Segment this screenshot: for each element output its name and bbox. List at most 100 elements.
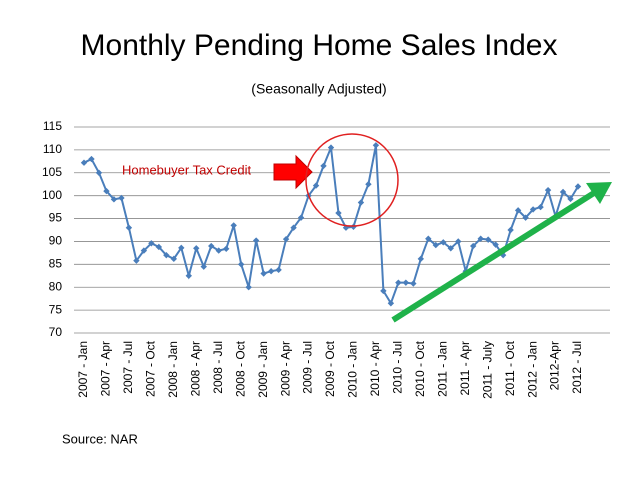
y-tick-label: 75 [49, 302, 63, 316]
point-marker [252, 237, 260, 244]
point-marker [395, 279, 402, 286]
chart-subtitle: (Seasonally Adjusted) [251, 81, 386, 97]
x-tick-label: 2008 - Jan [166, 341, 180, 398]
point-marker [484, 236, 492, 243]
x-tick-label: 2008 - Apr [188, 341, 202, 396]
point-marker [492, 241, 499, 248]
point-marker [155, 243, 163, 251]
point-marker [537, 203, 544, 211]
point-marker [417, 255, 425, 263]
highlight-circle [305, 133, 399, 227]
point-marker [163, 251, 170, 259]
point-marker [514, 207, 522, 214]
point-marker [95, 169, 103, 176]
point-marker [507, 226, 514, 234]
point-marker [522, 214, 529, 221]
point-marker [544, 186, 552, 194]
point-marker [230, 222, 237, 229]
x-tick-label: 2009 - Jul [301, 341, 315, 394]
x-tick-label: 2010 - Apr [368, 341, 382, 396]
trend-arrow [391, 190, 596, 323]
point-marker [140, 247, 148, 254]
point-marker [320, 162, 327, 170]
point-marker [455, 238, 462, 245]
x-tick-label: 2008 - Jul [211, 341, 225, 394]
point-marker [425, 235, 432, 242]
point-marker [282, 235, 290, 243]
point-marker [432, 241, 439, 249]
point-marker [357, 199, 365, 206]
point-marker [110, 196, 118, 203]
x-tick-label: 2012-Apr [548, 341, 562, 390]
point-marker [267, 268, 275, 275]
point-marker [88, 155, 95, 163]
point-marker [350, 223, 357, 230]
point-marker [215, 247, 222, 254]
point-marker [275, 266, 282, 274]
chart-title: Monthly Pending Home Sales Index [81, 29, 558, 62]
point-marker [170, 255, 178, 263]
y-tick-label: 80 [49, 279, 63, 293]
y-tick-label: 100 [42, 188, 62, 202]
point-marker [223, 245, 230, 252]
x-tick-label: 2009 - Jan [256, 341, 270, 398]
y-tick-label: 90 [49, 234, 63, 248]
point-marker [185, 272, 192, 279]
y-tick-label: 105 [42, 165, 62, 179]
point-marker [380, 287, 387, 295]
x-tick-label: 2012 - Jan [525, 341, 539, 398]
x-tick-label: 2010 - Jul [391, 341, 405, 394]
y-tick-label: 110 [43, 142, 62, 156]
trend-arrow-head [586, 182, 612, 204]
x-tick-label: 2011 - Jan [435, 341, 449, 397]
point-marker [387, 300, 395, 307]
point-marker [290, 224, 297, 231]
x-tick-label: 2010 - Jan [346, 341, 360, 398]
y-tick-label: 115 [43, 119, 62, 133]
point-marker [125, 224, 133, 231]
x-tick-label: 2007 - Jan [76, 341, 90, 398]
point-marker [470, 242, 477, 250]
point-marker [372, 142, 380, 149]
point-marker [297, 214, 305, 221]
x-tick-label: 2008 - Oct [233, 340, 247, 397]
x-tick-label: 2009 - Apr [278, 341, 292, 396]
point-marker [327, 144, 335, 151]
point-marker [312, 182, 320, 189]
y-tick-label: 85 [49, 257, 63, 271]
point-marker [440, 239, 447, 246]
point-marker [574, 183, 582, 190]
x-tick-label: 2009 - Oct [323, 340, 337, 397]
point-marker [193, 245, 200, 252]
point-marker [477, 235, 484, 242]
x-tick-label: 2012 - Jul [570, 341, 584, 394]
point-marker [410, 280, 417, 287]
point-marker [133, 257, 140, 264]
annotation-arrow [273, 154, 313, 190]
plot-area: 70 75 80 85 90 95 100 105 110 115 2007 - Jan 2007 -… [42, 119, 610, 399]
point-marker [80, 159, 88, 166]
point-marker [402, 279, 410, 286]
point-marker [148, 240, 155, 247]
point-marker [559, 188, 567, 196]
y-tick-label: 95 [49, 211, 63, 225]
x-tick-label: 2010 - Oct [413, 340, 427, 397]
source-note: Source: NAR [62, 431, 138, 446]
point-marker [260, 270, 267, 277]
point-marker [447, 245, 454, 252]
point-marker [567, 195, 574, 203]
point-marker [245, 284, 252, 291]
point-marker [178, 244, 185, 252]
point-marker [118, 194, 125, 202]
y-tick-label: 70 [49, 325, 63, 339]
point-marker [208, 242, 215, 250]
x-tick-label: 2007 - Apr [99, 341, 113, 396]
annotation: Homebuyer Tax Credit [122, 162, 251, 177]
x-tick-label: 2007 - Jul [121, 341, 135, 394]
point-marker [365, 181, 372, 188]
x-tick-label: 2011 - July [480, 341, 494, 399]
point-marker [103, 187, 110, 195]
point-marker [200, 263, 207, 270]
point-marker [237, 261, 245, 268]
